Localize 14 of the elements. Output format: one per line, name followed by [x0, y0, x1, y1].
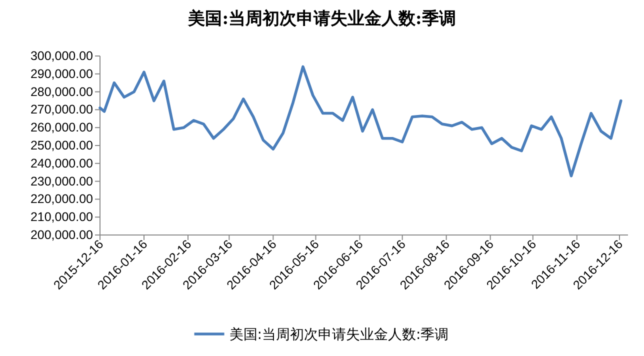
line-series: [98, 65, 622, 178]
y-tick-label: 250,000.00: [30, 138, 94, 152]
y-tick-label: 210,000.00: [30, 210, 94, 224]
y-tick-label: 280,000.00: [30, 84, 94, 99]
y-tick-label: 260,000.00: [30, 120, 94, 135]
chart-title: 美国:当周初次申请失业金人数:季调: [187, 9, 456, 29]
y-tick-label: 220,000.00: [30, 192, 94, 206]
y-tick-label: 230,000.00: [30, 174, 94, 188]
y-tick-label: 200,000.00: [30, 228, 94, 242]
legend-label: 美国:当周初次申请失业金人数:季调: [229, 327, 449, 343]
y-tick-label: 240,000.00: [30, 156, 94, 170]
y-tick-label: 300,000.00: [30, 49, 94, 63]
y-tick-label: 290,000.00: [30, 66, 94, 81]
y-tick-label: 270,000.00: [30, 102, 94, 117]
